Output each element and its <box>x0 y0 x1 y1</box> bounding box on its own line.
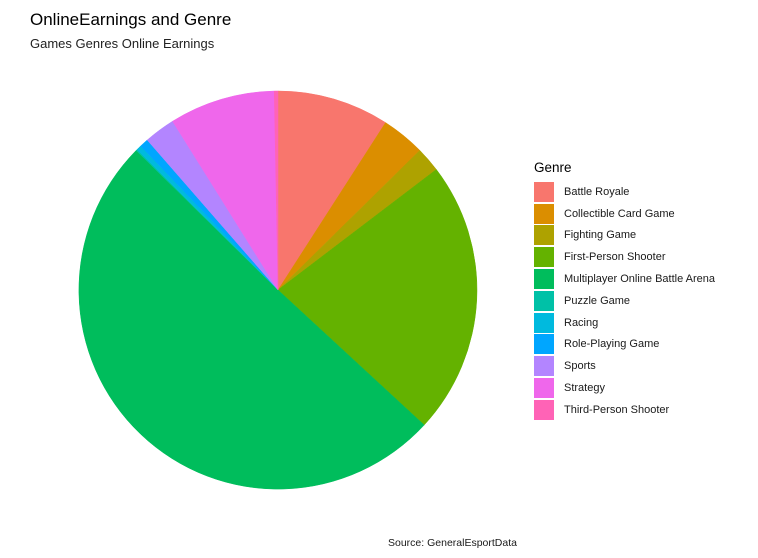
legend-label: Strategy <box>564 382 605 395</box>
legend-swatch <box>534 181 554 202</box>
pie-slice-strategy <box>172 90 279 291</box>
legend-item: Battle Royale <box>534 181 715 203</box>
legend-swatch <box>534 334 554 355</box>
legend-item: Role-Playing Game <box>534 334 715 356</box>
legend-label: Fighting Game <box>564 229 637 242</box>
legend-swatch <box>534 225 554 246</box>
pie-slice-battle-royale <box>277 90 386 291</box>
legend-item: Puzzle Game <box>534 290 715 312</box>
legend-swatch <box>534 269 554 290</box>
chart-subtitle: Games Genres Online Earnings <box>30 36 215 51</box>
legend-label: Third-Person Shooter <box>564 403 670 416</box>
chart-title: OnlineEarnings and Genre <box>30 10 232 29</box>
legend-item: Fighting Game <box>534 225 715 247</box>
legend-items: Battle Royale Collectible Card Game Fighti… <box>534 181 715 421</box>
legend-label: Puzzle Game <box>564 294 631 307</box>
pie-slice-multiplayer-online-battle-arena <box>78 150 425 490</box>
legend-label: Battle Royale <box>564 185 630 198</box>
legend-item: Third-Person Shooter <box>534 399 715 421</box>
pie-slice-first-person-shooter <box>277 169 478 426</box>
legend-swatch <box>534 247 554 268</box>
chart-caption: Source: GeneralEsportData <box>388 537 517 549</box>
legend-item: Multiplayer Online Battle Arena <box>534 268 715 290</box>
legend-swatch <box>534 378 554 399</box>
legend-label: Role-Playing Game <box>564 338 660 351</box>
legend-item: Racing <box>534 312 715 334</box>
legend-label: Multiplayer Online Battle Arena <box>564 273 716 286</box>
legend-item: Strategy <box>534 377 715 399</box>
legend-label: Collectible Card Game <box>564 207 675 220</box>
legend-swatch <box>534 203 554 224</box>
legend-label: Sports <box>564 360 596 373</box>
legend-item: First-Person Shooter <box>534 246 715 268</box>
legend: Genre Battle Royale Collectible Card Game… <box>534 160 715 421</box>
pie-slice-third-person-shooter <box>273 90 279 291</box>
legend-title: Genre <box>534 160 572 175</box>
legend-label: First-Person Shooter <box>564 251 666 264</box>
legend-swatch <box>534 290 554 311</box>
legend-item: Collectible Card Game <box>534 203 715 225</box>
legend-swatch <box>534 356 554 377</box>
legend-item: Sports <box>534 355 715 377</box>
legend-label: Racing <box>564 316 599 329</box>
legend-swatch <box>534 399 554 420</box>
legend-swatch <box>534 312 554 333</box>
